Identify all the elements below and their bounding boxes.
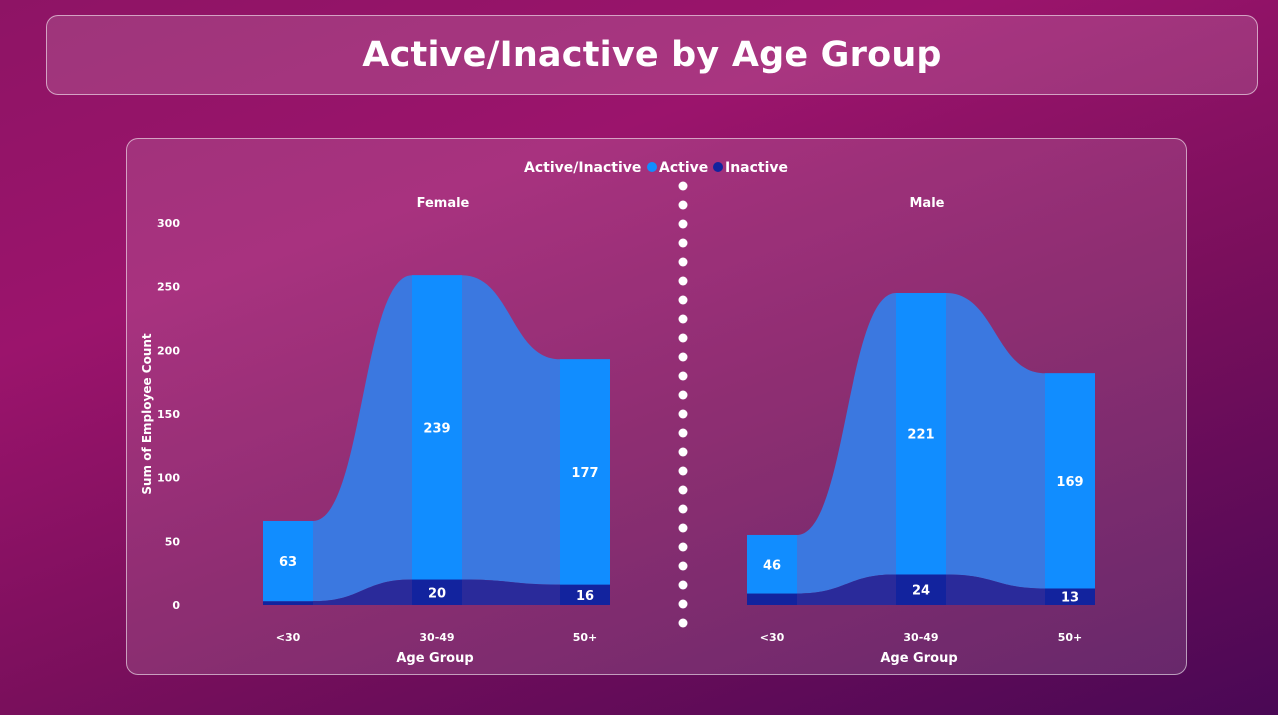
legend-label-inactive: Inactive bbox=[725, 160, 788, 176]
bar-inactive[interactable] bbox=[1045, 588, 1095, 605]
separator-dot bbox=[678, 352, 688, 362]
y-tick-label: 50 bbox=[165, 535, 181, 548]
separator-dot bbox=[678, 561, 688, 571]
separator-dot bbox=[678, 542, 688, 552]
x-tick-label: <30 bbox=[760, 631, 785, 644]
y-tick-label: 250 bbox=[157, 281, 180, 294]
data-label-active: 46 bbox=[763, 558, 781, 573]
separator-dot bbox=[678, 580, 688, 590]
data-label-active: 169 bbox=[1056, 475, 1083, 490]
separator-dot bbox=[678, 485, 688, 495]
separator-dot bbox=[678, 238, 688, 248]
x-axis-label: Age Group bbox=[396, 651, 473, 666]
separator-dot bbox=[678, 371, 688, 381]
separator-dot bbox=[678, 219, 688, 229]
legend: Active/Inactive Active Inactive bbox=[524, 160, 788, 176]
bar-inactive[interactable] bbox=[560, 584, 610, 605]
separator-dot bbox=[678, 523, 688, 533]
separator-dot bbox=[678, 599, 688, 609]
data-label-inactive: 13 bbox=[1061, 591, 1079, 606]
bar-active[interactable] bbox=[263, 520, 313, 602]
legend-marker-active bbox=[647, 162, 657, 172]
separator-dot bbox=[678, 504, 688, 514]
separator-dot bbox=[678, 466, 688, 476]
ribbon-chart: Active/Inactive Active Inactive Sum of Empl… bbox=[140, 160, 1095, 666]
separator-dot bbox=[678, 428, 688, 438]
legend-title: Active/Inactive bbox=[524, 160, 641, 176]
separator-dot bbox=[678, 314, 688, 324]
panel-title-male: Male bbox=[910, 196, 945, 211]
x-tick-label: 50+ bbox=[1058, 631, 1083, 644]
legend-label-active: Active bbox=[659, 160, 708, 176]
bar-inactive[interactable] bbox=[896, 574, 946, 605]
separator-dot bbox=[678, 200, 688, 210]
x-tick-label: 50+ bbox=[573, 631, 598, 644]
bar-inactive[interactable] bbox=[412, 579, 462, 605]
bar-inactive[interactable] bbox=[263, 601, 313, 605]
panel-title-female: Female bbox=[417, 196, 470, 211]
bar-active[interactable] bbox=[560, 359, 610, 585]
data-label-active: 221 bbox=[907, 428, 934, 443]
data-label-active: 63 bbox=[279, 555, 297, 570]
x-tick-label: 30-49 bbox=[419, 631, 454, 644]
bar-active[interactable] bbox=[896, 293, 946, 575]
y-tick-label: 200 bbox=[157, 344, 180, 357]
y-tick-label: 100 bbox=[157, 472, 180, 485]
separator-dot bbox=[678, 181, 688, 191]
bar-inactive[interactable] bbox=[747, 593, 797, 605]
separator-dot bbox=[678, 390, 688, 400]
data-label-inactive: 16 bbox=[576, 589, 594, 604]
legend-marker-inactive bbox=[713, 162, 723, 172]
x-axis-label: Age Group bbox=[880, 651, 957, 666]
data-label-inactive: 24 bbox=[912, 584, 930, 599]
separator-dot bbox=[678, 618, 688, 628]
separator-dot bbox=[678, 295, 688, 305]
separator-dot bbox=[678, 257, 688, 267]
separator-dot bbox=[678, 447, 688, 457]
data-label-active: 239 bbox=[423, 421, 450, 436]
chart-card: Active/Inactive Active Inactive Sum of Empl… bbox=[126, 138, 1187, 675]
x-tick-label: 30-49 bbox=[903, 631, 938, 644]
page-title: Active/Inactive by Age Group bbox=[362, 35, 942, 75]
data-label-active: 177 bbox=[571, 466, 598, 481]
y-tick-label: 150 bbox=[157, 408, 180, 421]
bar-active[interactable] bbox=[747, 534, 797, 594]
data-label-inactive: 20 bbox=[428, 586, 446, 601]
separator-dot bbox=[678, 409, 688, 419]
separator-dot bbox=[678, 333, 688, 343]
title-card: Active/Inactive by Age Group bbox=[46, 15, 1258, 95]
x-tick-label: <30 bbox=[276, 631, 301, 644]
bar-active[interactable] bbox=[412, 275, 462, 580]
y-tick-label: 0 bbox=[172, 599, 180, 612]
y-axis-label: Sum of Employee Count bbox=[140, 333, 154, 495]
y-tick-label: 300 bbox=[157, 217, 180, 230]
separator-dot bbox=[678, 276, 688, 286]
bar-active[interactable] bbox=[1045, 373, 1095, 589]
